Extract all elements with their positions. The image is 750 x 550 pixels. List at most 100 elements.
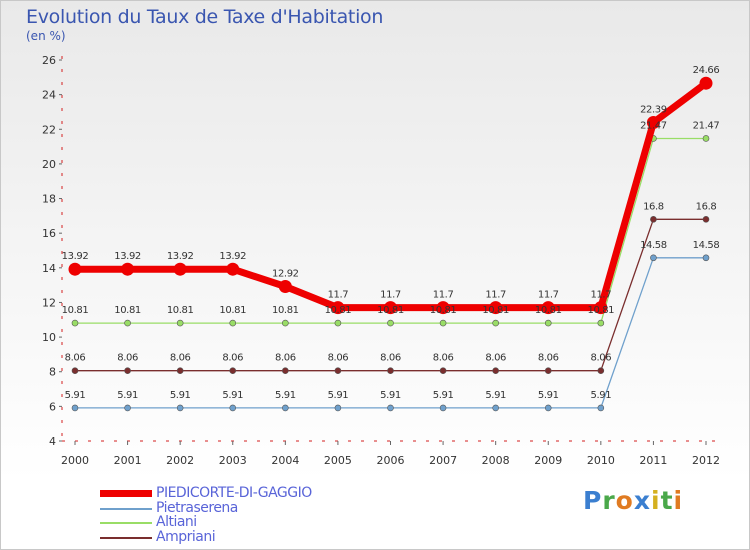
- point-ampriani-2012: [702, 216, 710, 223]
- data-label-ampriani-2012: 16.8: [696, 201, 717, 212]
- data-label-pietraserena-2004: 5.91: [275, 390, 296, 401]
- legend-swatch-pietraserena: [100, 507, 152, 510]
- y-tick-label-26: 26: [42, 54, 56, 67]
- legend-swatch-ampriani: [100, 536, 152, 539]
- y-tick-label-24: 24: [42, 89, 56, 102]
- x-tick-label-2003: 2003: [219, 454, 247, 467]
- point-piedicorte-di-gaggio-2010: [594, 301, 608, 315]
- data-label-altiani-2006: 10.81: [377, 305, 404, 316]
- point-altiani-2002: [176, 319, 184, 327]
- legend-swatch-piedicorte: [100, 490, 152, 497]
- x-tick-label-2006: 2006: [377, 454, 405, 467]
- point-pietraserena-2001: [124, 404, 131, 412]
- y-tick-label-8: 8: [49, 366, 56, 379]
- point-pietraserena-2010: [597, 404, 605, 412]
- point-ampriani-2007: [439, 367, 447, 374]
- data-label-altiani-2007: 10.81: [430, 305, 457, 316]
- point-pietraserena-2009: [544, 404, 552, 412]
- point-altiani-2009: [544, 319, 552, 327]
- y-tick-label-18: 18: [42, 193, 56, 206]
- point-piedicorte-di-gaggio-2003: [226, 262, 240, 276]
- point-ampriani-2009: [544, 367, 552, 374]
- point-ampriani-2010: [597, 367, 605, 374]
- data-label-altiani-2002: 10.81: [167, 305, 194, 316]
- point-pietraserena-2008: [492, 404, 499, 412]
- point-ampriani-2008: [492, 367, 499, 374]
- data-label-piedicorte-di-gaggio-2000: 13.92: [62, 251, 89, 262]
- data-label-altiani-2008: 10.81: [482, 305, 509, 316]
- data-label-piedicorte-di-gaggio-2009: 11.7: [538, 290, 559, 301]
- x-tick-label-2005: 2005: [324, 454, 352, 467]
- data-label-altiani-2010: 10.81: [588, 305, 615, 316]
- point-altiani-2001: [124, 319, 131, 327]
- data-label-ampriani-2002: 8.06: [170, 353, 191, 364]
- point-pietraserena-2004: [282, 404, 289, 412]
- point-piedicorte-di-gaggio-2012: [699, 76, 713, 90]
- y-tick-label-20: 20: [42, 158, 56, 171]
- point-piedicorte-di-gaggio-2008: [489, 301, 503, 315]
- legend-label-piedicorte: PIEDICORTE-DI-GAGGIO: [156, 485, 312, 501]
- y-tick-label-4: 4: [49, 435, 56, 448]
- x-tick-label-2011: 2011: [639, 454, 667, 467]
- point-piedicorte-di-gaggio-2002: [173, 262, 187, 276]
- x-tick-label-2009: 2009: [534, 454, 562, 467]
- data-label-pietraserena-2012: 14.58: [693, 240, 720, 251]
- data-label-ampriani-2006: 8.06: [380, 353, 401, 364]
- data-label-piedicorte-di-gaggio-2004: 12.92: [272, 269, 299, 280]
- point-pietraserena-2005: [334, 404, 342, 412]
- data-label-pietraserena-2005: 5.91: [328, 390, 349, 401]
- point-ampriani-2000: [71, 367, 79, 374]
- y-tick-label-12: 12: [42, 296, 56, 309]
- y-tick-label-10: 10: [42, 331, 56, 344]
- y-tick-label-14: 14: [42, 262, 56, 275]
- data-label-altiani-2003: 10.81: [219, 305, 246, 316]
- x-tick-label-2008: 2008: [482, 454, 510, 467]
- data-label-piedicorte-di-gaggio-2012: 24.66: [693, 65, 720, 76]
- data-label-piedicorte-di-gaggio-2007: 11.7: [433, 290, 454, 301]
- x-tick-label-2004: 2004: [271, 454, 299, 467]
- data-label-altiani-2004: 10.81: [272, 305, 299, 316]
- data-label-ampriani-2001: 8.06: [117, 353, 138, 364]
- y-tick-label-16: 16: [42, 227, 56, 240]
- legend-swatch-altiani: [100, 522, 152, 524]
- data-label-piedicorte-di-gaggio-2003: 13.92: [219, 251, 246, 262]
- point-ampriani-2011: [650, 216, 657, 223]
- point-altiani-2008: [492, 319, 499, 327]
- point-pietraserena-2011: [650, 254, 657, 262]
- y-tick-label-22: 22: [42, 123, 56, 136]
- point-pietraserena-2006: [387, 404, 394, 412]
- data-label-piedicorte-di-gaggio-2008: 11.7: [485, 290, 506, 301]
- point-ampriani-2006: [387, 367, 394, 374]
- data-label-altiani-2009: 10.81: [535, 305, 562, 316]
- data-label-pietraserena-2003: 5.91: [222, 390, 243, 401]
- point-ampriani-2001: [124, 367, 131, 374]
- data-label-pietraserena-2000: 5.91: [65, 390, 86, 401]
- point-piedicorte-di-gaggio-2001: [121, 262, 135, 276]
- point-pietraserena-2012: [702, 254, 710, 262]
- legend-label-pietraserena: Pietraserena: [156, 499, 238, 516]
- point-altiani-2004: [282, 319, 289, 327]
- point-piedicorte-di-gaggio-2005: [331, 301, 345, 315]
- x-tick-label-2012: 2012: [692, 454, 720, 467]
- data-label-ampriani-2004: 8.06: [275, 353, 296, 364]
- point-piedicorte-di-gaggio-2007: [436, 301, 450, 315]
- point-pietraserena-2007: [439, 404, 447, 412]
- data-label-ampriani-2009: 8.06: [538, 353, 559, 364]
- legend-label-ampriani: Ampriani: [156, 528, 216, 545]
- chart-subtitle: (en %): [26, 29, 66, 43]
- x-tick-label-2007: 2007: [429, 454, 457, 467]
- point-ampriani-2004: [282, 367, 289, 374]
- point-piedicorte-di-gaggio-2004: [278, 280, 292, 294]
- point-piedicorte-di-gaggio-2011: [646, 116, 660, 130]
- data-label-altiani-2000: 10.81: [62, 305, 89, 316]
- point-piedicorte-di-gaggio-2009: [541, 301, 555, 315]
- data-label-piedicorte-di-gaggio-2011: 22.39: [640, 105, 667, 116]
- data-label-ampriani-2000: 8.06: [65, 353, 86, 364]
- data-label-ampriani-2010: 8.06: [590, 353, 611, 364]
- data-label-piedicorte-di-gaggio-2002: 13.92: [167, 251, 194, 262]
- data-label-altiani-2001: 10.81: [114, 305, 141, 316]
- point-piedicorte-di-gaggio-2006: [384, 301, 397, 315]
- data-label-pietraserena-2011: 14.58: [640, 240, 667, 251]
- data-label-pietraserena-2008: 5.91: [485, 390, 506, 401]
- point-altiani-2012: [702, 135, 710, 142]
